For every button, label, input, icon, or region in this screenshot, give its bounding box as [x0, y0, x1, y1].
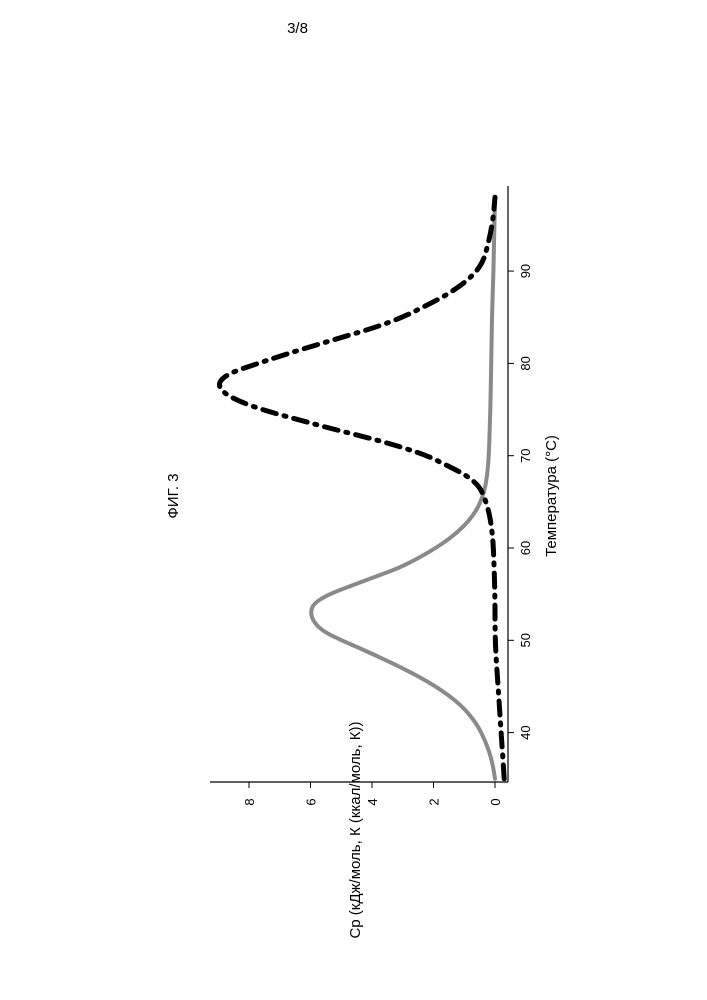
x-tick-label: 90: [518, 264, 533, 278]
series-layer: [220, 197, 505, 779]
x-axis-title: Температура (°С): [543, 435, 560, 557]
x-tick-label: 60: [518, 541, 533, 555]
series-line-1: [311, 197, 495, 779]
y-tick-label: 0: [488, 798, 503, 805]
series-line-2: [220, 197, 505, 779]
y-tick-label: 2: [427, 798, 442, 805]
x-tick-label: 80: [518, 356, 533, 370]
y-tick-label: 6: [304, 798, 319, 805]
chart-title: ФИГ. 3: [165, 473, 182, 518]
y-axis-title: Cp (кДж/моль, К (ккал/моль, К)): [347, 721, 364, 938]
y-tick-label: 4: [365, 798, 380, 805]
x-tick-label: 70: [518, 448, 533, 462]
y-tick-label: 8: [242, 798, 257, 805]
x-tick-label: 50: [518, 633, 533, 647]
x-tick-label: 40: [518, 725, 533, 739]
